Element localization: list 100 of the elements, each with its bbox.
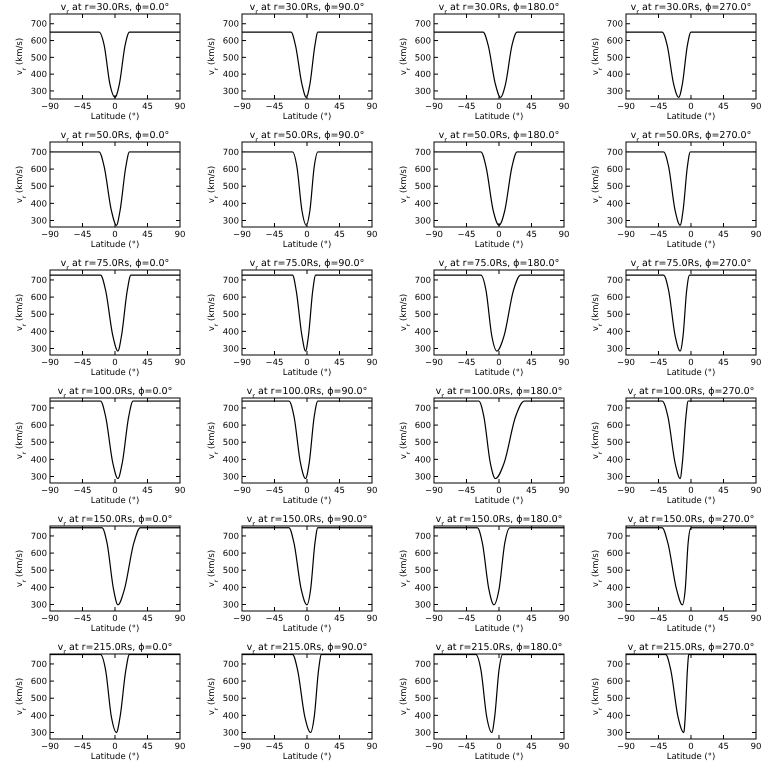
y-tick-label: 500	[222, 438, 239, 448]
y-tick-label: 400	[414, 327, 431, 338]
x-tick-label: 0	[112, 742, 118, 752]
x-tick-label: 90	[558, 614, 570, 624]
y-tick-label: 600	[30, 165, 47, 176]
x-axis-title: Latitude (°)	[90, 752, 140, 762]
x-tick-label: −45	[650, 486, 668, 496]
x-tick-label: 45	[142, 486, 153, 496]
x-tick-label: −90	[41, 614, 59, 624]
x-tick-label: −90	[425, 614, 443, 624]
x-tick-label: 90	[558, 358, 570, 368]
y-tick-label: 400	[414, 711, 431, 722]
x-tick-label: −45	[650, 358, 668, 368]
x-tick-label: −90	[233, 486, 251, 496]
x-axis-title: Latitude (°)	[474, 368, 524, 378]
x-tick-label: −45	[650, 230, 668, 240]
y-tick-label: 600	[414, 36, 431, 47]
y-tick-label: 700	[606, 20, 623, 30]
x-tick-label: −45	[74, 102, 92, 112]
y-tick-label: 300	[222, 728, 239, 738]
x-tick-label: −45	[458, 486, 476, 496]
y-tick-label: 500	[606, 566, 623, 576]
y-tick-label: 400	[414, 583, 431, 594]
y-tick-label: 600	[606, 293, 623, 304]
x-tick-label: 45	[334, 614, 345, 624]
x-axis-title: Latitude (°)	[90, 240, 140, 250]
x-tick-label: −90	[617, 358, 635, 368]
x-axis-title: Latitude (°)	[666, 624, 716, 634]
x-tick-label: 90	[174, 230, 186, 240]
x-tick-label: −90	[233, 102, 251, 112]
x-tick-label: 90	[558, 486, 570, 496]
y-tick-label: 300	[606, 216, 623, 226]
y-tick-label: 500	[30, 694, 47, 704]
y-tick-label: 700	[222, 20, 239, 30]
y-tick-label: 600	[222, 421, 239, 432]
y-tick-label: 300	[606, 600, 623, 610]
x-axis-title: Latitude (°)	[666, 240, 716, 250]
y-tick-label: 300	[414, 86, 431, 97]
x-tick-label: 90	[558, 102, 570, 112]
y-tick-label: 500	[222, 53, 239, 64]
y-tick-label: 400	[606, 711, 623, 722]
y-tick-label: 400	[222, 70, 239, 80]
x-tick-label: −90	[233, 230, 251, 240]
x-tick-label: 0	[304, 358, 310, 368]
x-tick-label: −45	[74, 358, 92, 368]
x-tick-label: −45	[266, 358, 284, 368]
x-tick-label: 90	[366, 486, 378, 496]
x-tick-label: −90	[617, 614, 635, 624]
y-tick-label: 400	[222, 199, 239, 210]
x-axis-title: Latitude (°)	[474, 240, 524, 250]
x-tick-label: 45	[526, 614, 537, 624]
y-tick-label: 700	[222, 148, 239, 158]
y-tick-label: 700	[222, 660, 239, 670]
x-tick-label: 90	[366, 358, 378, 368]
x-axis-title: Latitude (°)	[282, 496, 332, 506]
y-tick-label: 300	[606, 86, 623, 97]
x-tick-label: 0	[496, 358, 502, 368]
x-tick-label: 45	[718, 742, 729, 752]
y-tick-label: 700	[30, 276, 47, 286]
y-tick-label: 700	[606, 148, 623, 158]
x-tick-label: −45	[266, 102, 284, 112]
y-tick-label: 300	[222, 600, 239, 610]
x-tick-label: −45	[266, 230, 284, 240]
x-tick-label: −45	[458, 614, 476, 624]
y-tick-label: 300	[606, 472, 623, 482]
y-tick-label: 400	[606, 327, 623, 338]
y-tick-label: 600	[30, 36, 47, 47]
x-tick-label: 45	[334, 230, 345, 240]
x-tick-label: 90	[750, 102, 762, 112]
x-axis-title: Latitude (°)	[666, 368, 716, 378]
y-tick-label: 500	[414, 566, 431, 576]
y-tick-label: 700	[414, 20, 431, 30]
x-tick-label: 0	[112, 358, 118, 368]
y-tick-label: 500	[222, 310, 239, 320]
y-tick-label: 300	[414, 216, 431, 226]
y-tick-label: 300	[30, 86, 47, 97]
x-tick-label: 0	[304, 102, 310, 112]
y-tick-label: 700	[414, 404, 431, 414]
x-tick-label: −90	[41, 742, 59, 752]
y-tick-label: 600	[30, 677, 47, 688]
x-tick-label: 45	[526, 230, 537, 240]
y-tick-label: 600	[30, 421, 47, 432]
x-tick-label: 90	[750, 358, 762, 368]
y-tick-label: 400	[30, 199, 47, 210]
x-tick-label: −45	[74, 230, 92, 240]
y-tick-label: 700	[606, 532, 623, 542]
y-tick-label: 500	[606, 182, 623, 192]
x-tick-label: 90	[174, 102, 186, 112]
x-tick-label: −90	[425, 230, 443, 240]
x-tick-label: −90	[617, 742, 635, 752]
x-tick-label: 0	[688, 230, 694, 240]
x-tick-label: 45	[526, 742, 537, 752]
y-tick-label: 400	[414, 70, 431, 80]
y-tick-label: 700	[222, 404, 239, 414]
x-tick-label: 0	[304, 614, 310, 624]
y-tick-label: 400	[30, 455, 47, 466]
y-tick-label: 600	[414, 165, 431, 176]
x-tick-label: −45	[74, 614, 92, 624]
x-tick-label: 0	[496, 230, 502, 240]
y-tick-label: 600	[606, 165, 623, 176]
